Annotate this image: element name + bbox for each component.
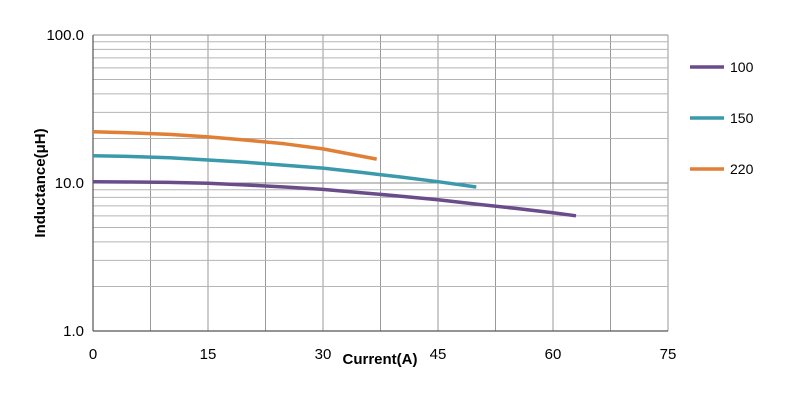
tick-labels: 0 15 30 45 60 75 1.0 10.0 100.0 (46, 27, 676, 363)
x-tick-label: 15 (200, 346, 217, 363)
x-axis-title: Current(A) (343, 351, 418, 368)
legend-label-100: 100 (730, 59, 754, 75)
x-tick-label: 30 (315, 346, 332, 363)
legend: 100 150 220 (690, 59, 754, 177)
y-tick-label: 100.0 (46, 27, 84, 44)
x-tick-label: 60 (545, 346, 562, 363)
legend-label-150: 150 (730, 110, 754, 126)
x-tick-label: 75 (660, 346, 677, 363)
y-tick-label: 10.0 (55, 175, 84, 192)
y-axis-title: Inductance(μH) (32, 128, 49, 237)
series-line-100 (92, 179, 577, 218)
grid (92, 34, 669, 332)
y-tick-label: 1.0 (63, 323, 84, 340)
x-tick-label: 45 (430, 346, 447, 363)
series-line-150 (92, 153, 477, 189)
x-tick-label: 0 (89, 346, 97, 363)
series-lines (92, 129, 577, 218)
legend-label-220: 220 (730, 161, 754, 177)
series-line-220 (92, 129, 378, 161)
